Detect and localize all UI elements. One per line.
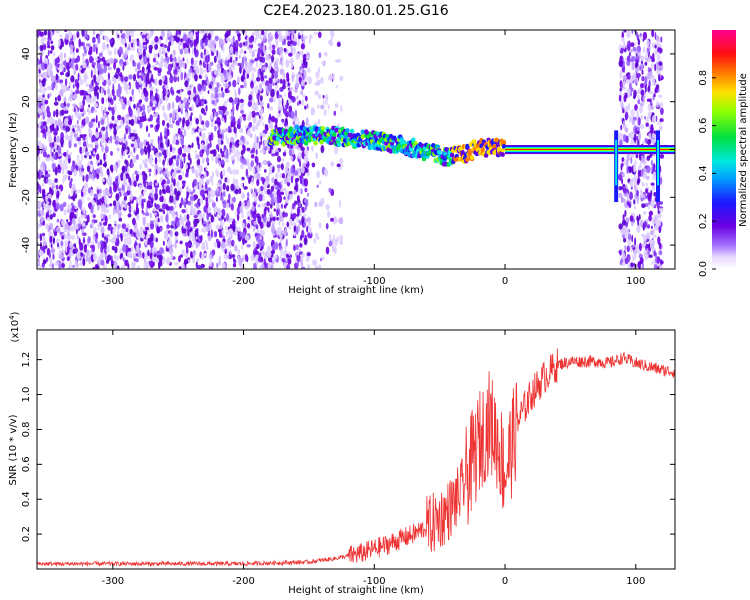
colorbar-tick-label: 0.4 [698,165,709,181]
x-tick-label: 100 [626,576,645,587]
snr-frame [36,329,676,570]
y-tick-label: -40 [21,237,32,253]
colorbar [712,30,736,269]
y-tick-label: 20 [21,95,32,108]
colorbar-tick-label: 0.8 [698,70,709,86]
colorbar-tick-label: 0.0 [698,261,709,277]
snr-panel: -300 -200 -100 0 100 0.2 0.4 0.6 0.8 1.0 1.2 Heigh… [8,311,676,596]
colorbar-axis: 0.0 0.2 0.4 0.6 0.8 [698,70,716,277]
spectrogram-xlabel: Height of straight line (km) [288,285,424,296]
snr-series-line [37,348,675,568]
snr-scale-label: (x104) [8,311,21,342]
x-tick-label: -200 [232,276,255,287]
colorbar-label: Normalized spectral amplitude [738,73,749,227]
y-tick-label: 0.8 [21,421,32,437]
heatmap-area [37,30,675,269]
x-tick-label: -300 [101,276,124,287]
y-tick-label: 1.2 [21,352,32,368]
y-tick-label: 0.6 [21,456,32,472]
x-tick-label: -300 [101,576,124,587]
y-tick-label: -20 [21,189,32,205]
y-tick-label: 40 [21,48,32,61]
y-tick-label: 0.2 [21,526,32,542]
x-tick-label: -200 [232,576,255,587]
y-tick-label: 0 [21,146,32,152]
x-tick-label: -100 [363,276,386,287]
snr-xlabel: Height of straight line (km) [288,585,424,596]
y-tick-label: 0.4 [21,491,32,507]
snr-plot-area [37,348,675,568]
figure-title: C2E4.2023.180.01.25.G16 [263,3,448,19]
snr-ylabel: SNR (10 * v/v) [8,414,19,485]
snr-axes: -300 -200 -100 0 100 0.2 0.4 0.6 0.8 1.0 1.2 [21,330,675,587]
y-tick-label: 1.0 [21,387,32,403]
x-tick-label: -100 [363,576,386,587]
x-tick-label: 100 [626,276,645,287]
colorbar-tick-label: 0.2 [698,213,709,229]
spectrogram-ylabel: Frequency (Hz) [8,112,19,188]
colorbar-tick-label: 0.6 [698,118,709,134]
x-tick-label: 0 [502,276,508,287]
x-tick-label: 0 [502,576,508,587]
